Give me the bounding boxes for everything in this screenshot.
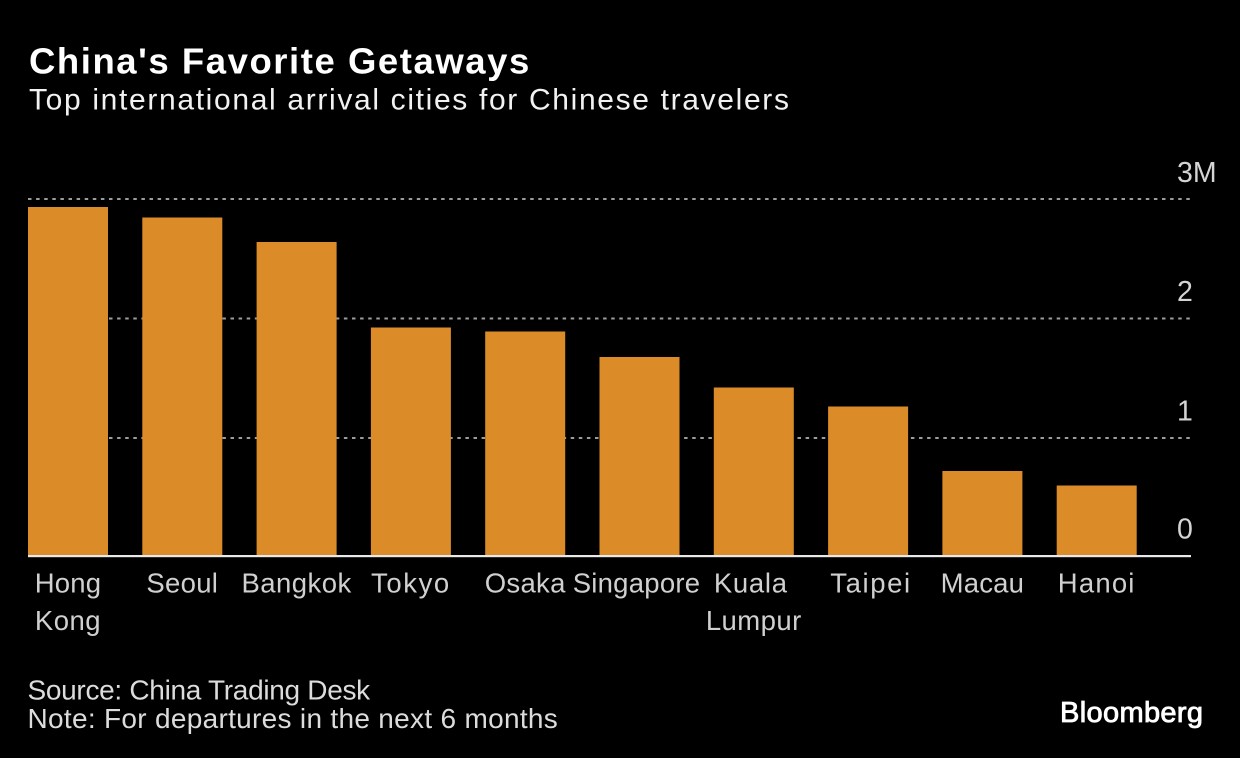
svg-text:Tokyo: Tokyo bbox=[371, 568, 451, 599]
svg-text:Kuala: Kuala bbox=[714, 568, 788, 599]
svg-text:Hanoi: Hanoi bbox=[1058, 568, 1136, 599]
svg-text:Note: For departures in the ne: Note: For departures in the next 6 month… bbox=[28, 703, 559, 734]
svg-text:1: 1 bbox=[1177, 396, 1193, 428]
svg-text:3M: 3M bbox=[1177, 157, 1217, 189]
svg-text:Taipei: Taipei bbox=[830, 568, 911, 599]
svg-text:Bangkok: Bangkok bbox=[242, 568, 352, 599]
svg-text:Source: China Trading Desk: Source: China Trading Desk bbox=[28, 674, 372, 705]
svg-text:Seoul: Seoul bbox=[146, 568, 218, 599]
svg-text:China's Favorite Getaways: China's Favorite Getaways bbox=[29, 41, 531, 82]
svg-text:2: 2 bbox=[1177, 276, 1193, 308]
svg-text:Osaka: Osaka bbox=[485, 568, 566, 599]
svg-text:Macau: Macau bbox=[941, 568, 1025, 599]
svg-text:Kong: Kong bbox=[35, 605, 101, 636]
svg-text:0: 0 bbox=[1177, 514, 1193, 546]
svg-text:Lumpur: Lumpur bbox=[706, 605, 802, 636]
svg-text:Top international arrival citi: Top international arrival cities for Chi… bbox=[29, 84, 791, 117]
svg-text:Singapore: Singapore bbox=[573, 568, 701, 599]
svg-text:Bloomberg: Bloomberg bbox=[1060, 697, 1203, 729]
svg-text:Hong: Hong bbox=[35, 568, 102, 599]
